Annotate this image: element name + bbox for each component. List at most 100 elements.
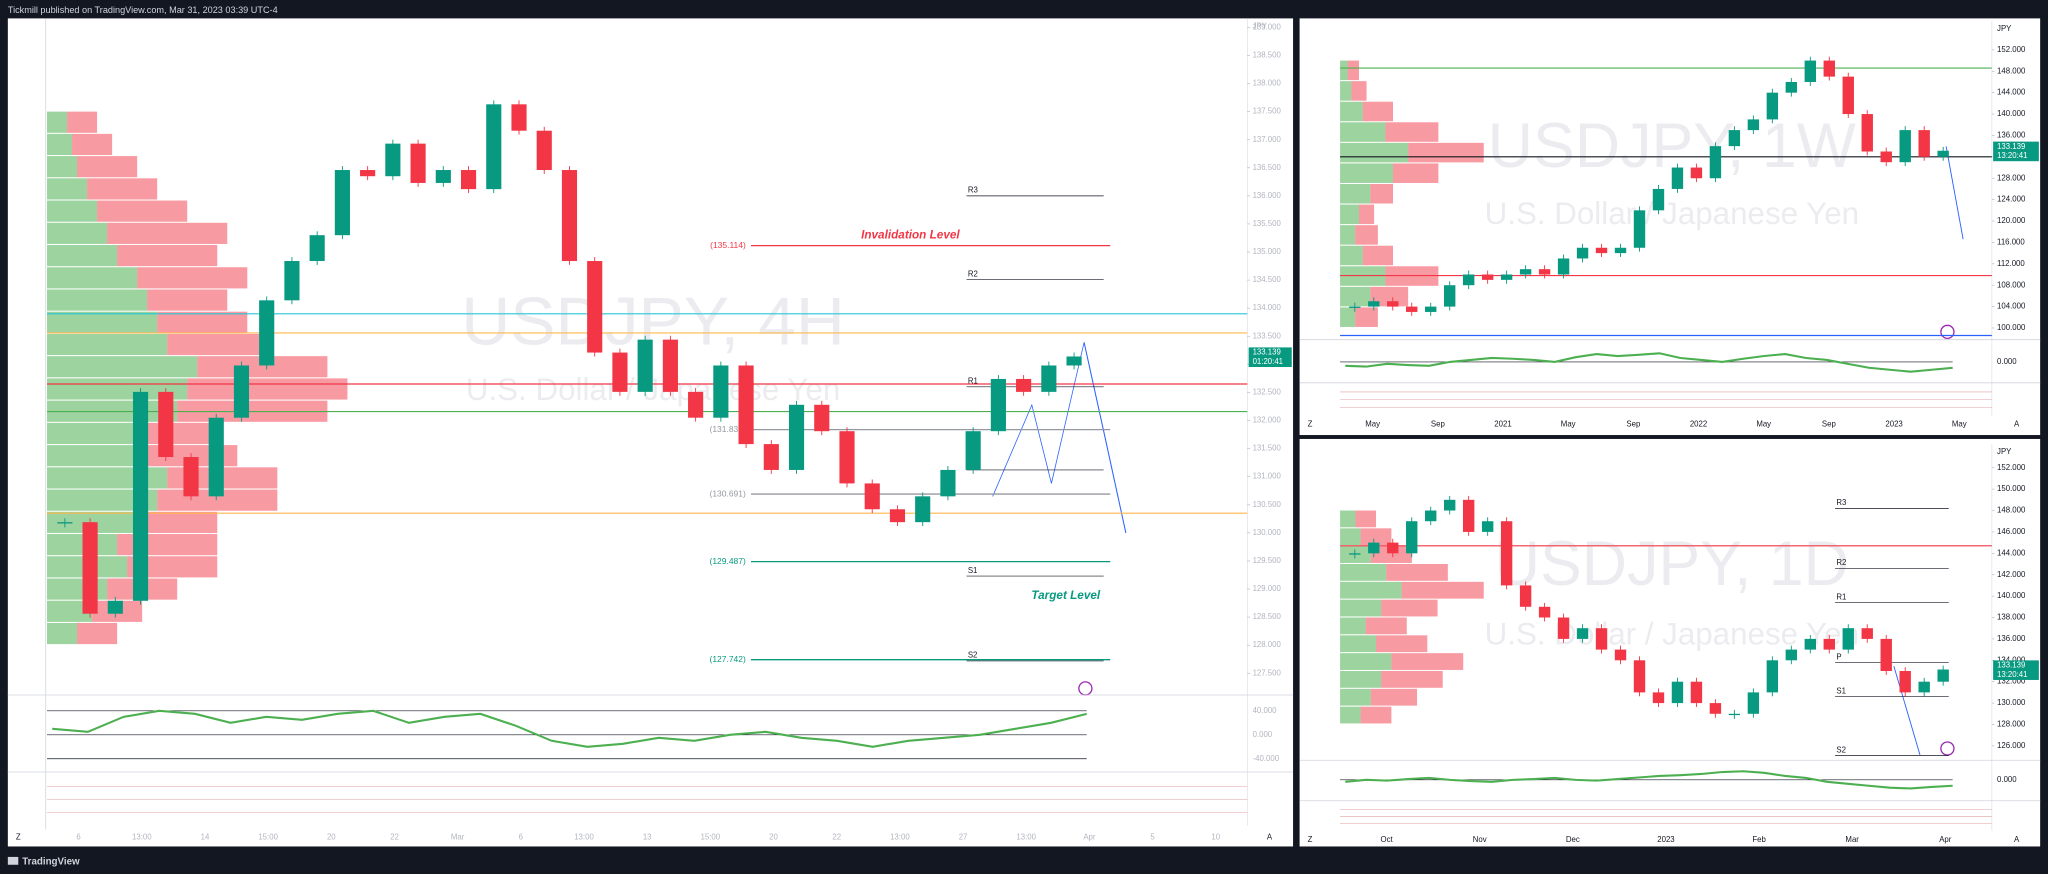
profile-up — [47, 489, 158, 511]
candle — [460, 170, 477, 190]
candle — [183, 457, 199, 497]
profile-up — [47, 578, 108, 600]
control-button[interactable]: Z — [1308, 835, 1313, 844]
osc-tick-label: 0.000 — [1997, 357, 2017, 366]
publisher: Tickmill published on TradingView.com, M… — [8, 5, 278, 15]
profile-up — [47, 178, 88, 200]
profile-up — [1340, 581, 1402, 599]
x-tick-label: 6 — [76, 832, 81, 841]
candle — [1785, 649, 1798, 661]
price-tag — [1993, 660, 2039, 680]
candle — [1861, 628, 1873, 639]
y-tick-label: 112.000 — [1997, 259, 2025, 268]
profile-down — [1401, 581, 1484, 599]
profile-down — [1351, 81, 1367, 101]
candle — [1880, 151, 1892, 163]
candle — [536, 130, 552, 171]
x-tick-label: 15:00 — [258, 832, 278, 841]
y-tick-label: 146.000 — [1997, 527, 2026, 536]
profile-down — [1358, 204, 1375, 225]
profile-up — [47, 356, 198, 378]
x-tick-label: Nov — [1473, 835, 1487, 844]
y-tick-label: 134.000 — [1997, 655, 2026, 664]
candle — [385, 143, 401, 177]
profile-down — [1391, 653, 1464, 670]
x-tick-label: 2023 — [1657, 835, 1675, 844]
profile-up — [47, 467, 168, 489]
profile-down — [1355, 510, 1376, 528]
candle — [1406, 521, 1418, 554]
candle — [1671, 681, 1684, 704]
candle — [1595, 628, 1608, 650]
level-label: (130.691) — [710, 488, 746, 498]
profile-up — [47, 111, 68, 133]
x-tick-label: 20 — [769, 832, 778, 841]
candle — [864, 483, 880, 510]
candle — [1425, 510, 1437, 522]
y-tick-label: 137.000 — [1253, 135, 1282, 144]
control-button[interactable]: Z — [16, 832, 21, 841]
y-tick-label: 140.000 — [1997, 109, 2026, 118]
y-tick-label: 128.000 — [1997, 720, 2026, 729]
x-tick-label: 14 — [201, 832, 210, 841]
y-tick-label: 129.500 — [1253, 556, 1282, 565]
candle — [1690, 681, 1703, 704]
candle — [1368, 542, 1380, 554]
profile-up — [47, 600, 93, 622]
profile-up — [47, 200, 98, 222]
candle — [612, 352, 628, 392]
candle — [233, 365, 250, 418]
profile-up — [1340, 510, 1356, 528]
projection-path — [992, 342, 1085, 497]
candle — [1633, 660, 1646, 693]
y-tick-label: 128.500 — [1253, 612, 1282, 621]
candle — [259, 300, 275, 366]
y-tick-label: 128.000 — [1253, 640, 1282, 649]
y-tick-label: 132.500 — [1253, 387, 1282, 396]
y-tick-label: 131.500 — [1253, 444, 1282, 453]
price-tag — [1993, 141, 2039, 162]
candle — [1500, 521, 1513, 586]
pivot-label: R2 — [968, 269, 978, 278]
osc-tick-label: -40.000 — [1253, 754, 1280, 763]
control-button[interactable]: A — [2014, 420, 2020, 429]
control-button[interactable]: A — [1267, 832, 1273, 841]
x-tick-label: Oct — [1381, 835, 1394, 844]
x-tick-label: Sep — [1822, 420, 1837, 429]
candle — [1747, 119, 1760, 131]
control-button[interactable]: Z — [1308, 420, 1313, 429]
candle — [1671, 167, 1684, 189]
profile-down — [97, 200, 188, 222]
projection-arrow — [1945, 146, 1964, 240]
y-tick-label: 138.500 — [1253, 51, 1282, 60]
x-tick-label: 20 — [327, 832, 336, 841]
candle — [1823, 60, 1835, 77]
y-tick-label: 124.000 — [1997, 195, 2026, 204]
candle — [1444, 285, 1456, 307]
profile-up — [1340, 163, 1394, 183]
y-tick-label: 132.000 — [1997, 677, 2026, 686]
profile-up — [1340, 688, 1371, 706]
candle — [1652, 188, 1665, 211]
tv-logo — [7, 856, 19, 865]
profile-down — [1360, 528, 1392, 546]
candle — [284, 261, 300, 301]
candle — [1595, 247, 1608, 254]
y-tick-label: 138.000 — [1253, 79, 1282, 88]
x-tick-label: 6 — [519, 832, 524, 841]
candle — [788, 404, 805, 470]
y-tick-label: 134.000 — [1253, 303, 1282, 312]
profile-down — [1360, 706, 1392, 724]
profile-down — [157, 311, 248, 333]
y-tick-label: 134.500 — [1253, 275, 1282, 284]
candle — [435, 170, 451, 183]
y-tick-label: 135.500 — [1253, 219, 1282, 228]
candle — [1576, 247, 1589, 259]
profile-up — [47, 622, 78, 645]
profile-up — [47, 333, 168, 356]
control-button[interactable]: A — [2014, 835, 2020, 844]
y-tick-label: 152.000 — [1997, 463, 2026, 472]
y-tick-label: 136.000 — [1253, 191, 1282, 200]
candle — [763, 444, 779, 470]
